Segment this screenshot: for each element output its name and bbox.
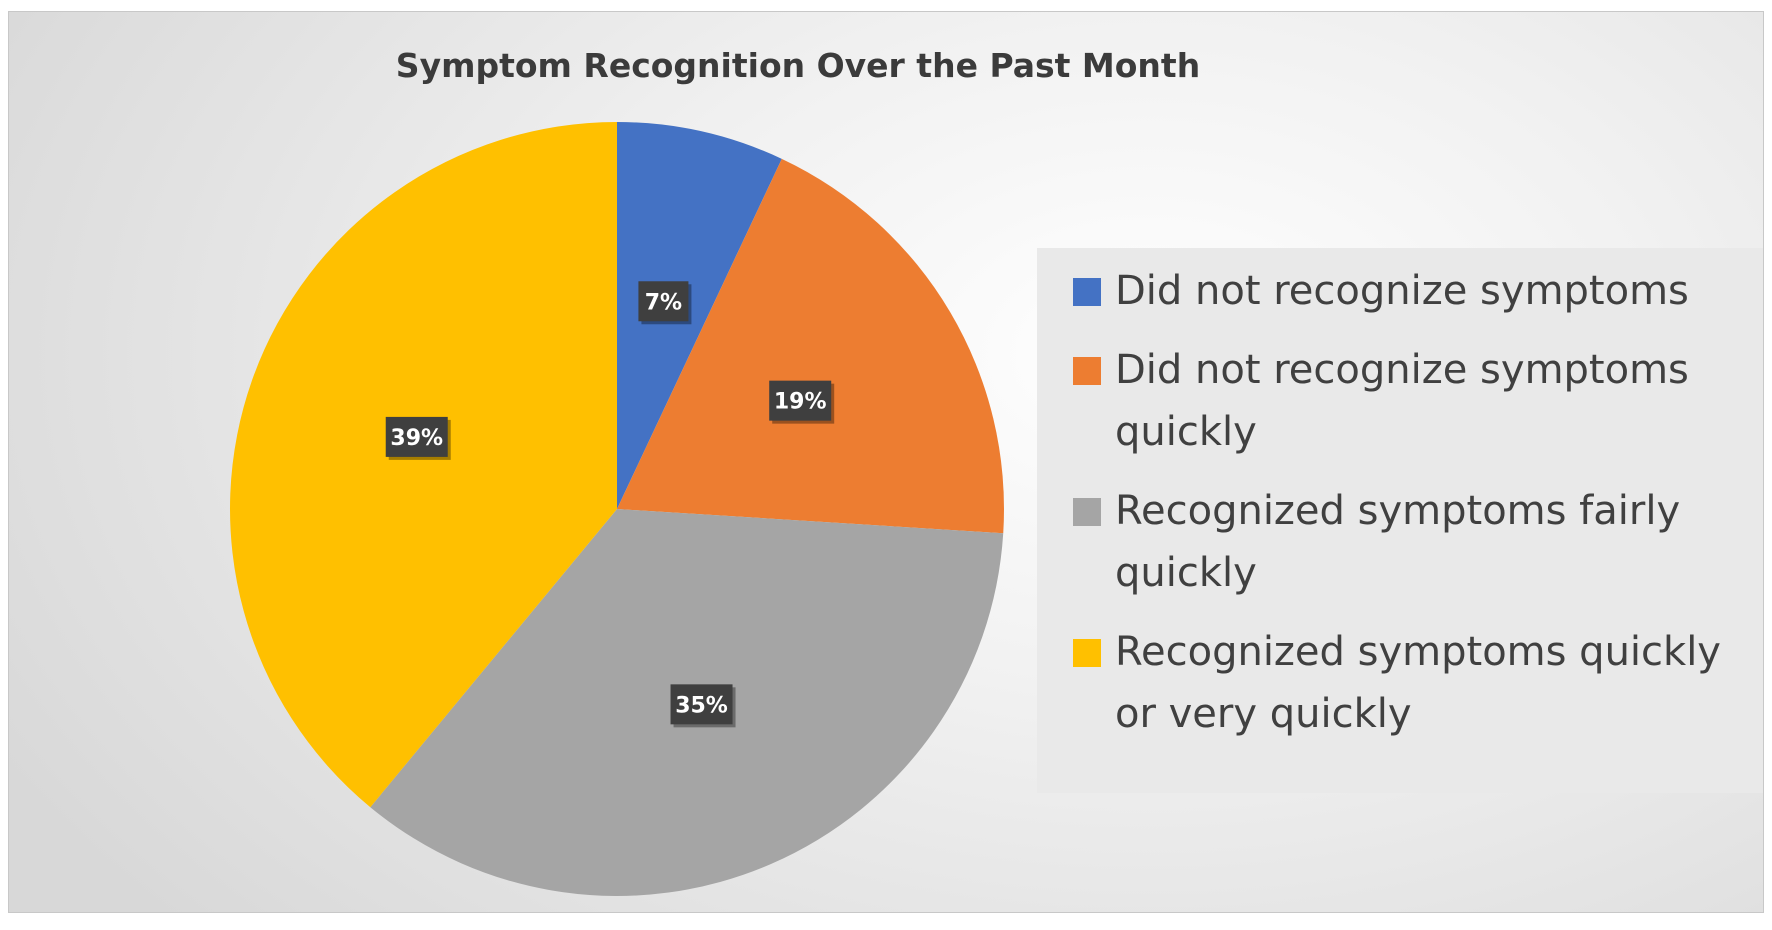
legend-swatch	[1073, 357, 1101, 385]
pie-slice	[230, 122, 617, 808]
legend-item: Recognized symptoms quickly or very quic…	[1073, 621, 1741, 745]
legend-item: Recognized symptoms fairly quickly	[1073, 480, 1741, 604]
data-label-text: 19%	[774, 390, 827, 415]
legend-swatch	[1073, 278, 1101, 306]
data-label: 39%	[385, 416, 451, 460]
legend-label: Recognized symptoms quickly or very quic…	[1115, 629, 1721, 737]
data-label-box	[638, 281, 689, 322]
data-label: 35%	[670, 684, 736, 728]
data-label: 19%	[769, 380, 835, 424]
data-label-box	[670, 684, 733, 725]
legend-swatch	[1073, 498, 1101, 526]
data-label-text: 35%	[675, 693, 728, 718]
pie-slices	[230, 122, 1004, 897]
legend-item: Did not recognize symptoms quickly	[1073, 339, 1741, 463]
chart-legend: Did not recognize symptoms Did not recog…	[1037, 248, 1763, 793]
data-label-text: 39%	[390, 426, 443, 451]
pie-slice	[617, 158, 1004, 534]
data-label-text: 7%	[645, 290, 682, 315]
legend-label: Recognized symptoms fairly quickly	[1115, 488, 1681, 596]
data-label-box	[769, 380, 832, 421]
legend-label: Did not recognize symptoms	[1115, 268, 1689, 314]
chart-area: Symptom Recognition Over the Past Month …	[8, 11, 1764, 913]
legend-label: Did not recognize symptoms quickly	[1115, 347, 1689, 455]
legend-item: Did not recognize symptoms	[1073, 260, 1741, 322]
data-label-box	[385, 416, 448, 457]
pie-data-labels: 7% 19% 35% 39%	[385, 281, 835, 728]
chart-title: Symptom Recognition Over the Past Month	[395, 46, 1201, 85]
pie-chart: 7% 19% 35% 39%	[230, 122, 1004, 897]
data-label: 7%	[638, 281, 692, 325]
legend-swatch	[1073, 639, 1101, 667]
pie-slice	[617, 122, 782, 509]
